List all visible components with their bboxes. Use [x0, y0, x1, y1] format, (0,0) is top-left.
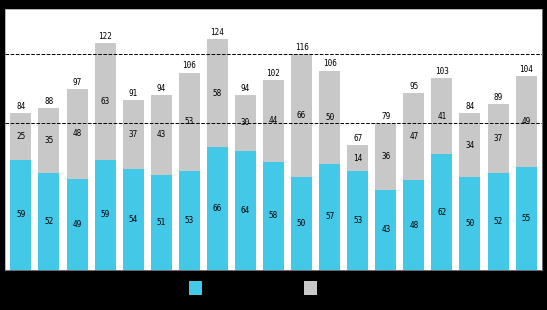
Text: 25: 25 — [16, 132, 26, 141]
Text: 79: 79 — [381, 112, 391, 121]
Text: 58: 58 — [269, 211, 278, 220]
Text: 50: 50 — [325, 113, 334, 122]
Bar — [235, 95, 256, 151]
Text: 48: 48 — [72, 129, 82, 139]
Bar — [207, 147, 228, 270]
Bar — [459, 177, 480, 270]
Text: 84: 84 — [465, 102, 475, 111]
Bar — [516, 167, 537, 270]
Text: 106: 106 — [182, 61, 196, 70]
Bar — [516, 76, 537, 167]
Text: 53: 53 — [185, 117, 194, 126]
Text: 44: 44 — [269, 116, 278, 126]
Text: 41: 41 — [437, 112, 446, 121]
Text: 84: 84 — [16, 102, 26, 111]
Bar — [235, 151, 256, 270]
Bar — [67, 179, 88, 270]
Text: 64: 64 — [241, 206, 250, 215]
Text: 48: 48 — [409, 220, 418, 230]
Text: 47: 47 — [409, 132, 418, 141]
Text: 30: 30 — [241, 118, 250, 127]
Text: 52: 52 — [44, 217, 54, 226]
Text: 37: 37 — [129, 130, 138, 140]
Text: 52: 52 — [493, 217, 503, 226]
Bar — [432, 154, 452, 270]
Bar — [403, 180, 424, 270]
Bar — [95, 160, 115, 270]
Bar — [151, 175, 172, 270]
Bar — [487, 173, 509, 270]
Text: 53: 53 — [185, 216, 194, 225]
Text: 104: 104 — [519, 65, 533, 74]
Text: 94: 94 — [156, 84, 166, 93]
Text: 59: 59 — [16, 210, 26, 219]
Text: 50: 50 — [297, 219, 306, 228]
Bar — [347, 171, 368, 270]
Bar — [95, 43, 115, 160]
Bar — [38, 173, 60, 270]
Text: 34: 34 — [465, 140, 475, 150]
Text: 35: 35 — [44, 136, 54, 145]
Text: 43: 43 — [156, 130, 166, 140]
Text: 97: 97 — [72, 78, 82, 87]
Text: 37: 37 — [493, 134, 503, 143]
Text: 36: 36 — [381, 152, 391, 161]
Text: 91: 91 — [129, 89, 138, 98]
Bar — [67, 89, 88, 179]
Bar — [319, 164, 340, 270]
Text: 102: 102 — [266, 69, 281, 78]
Bar — [38, 108, 60, 173]
Text: 124: 124 — [211, 28, 224, 37]
Text: 116: 116 — [295, 43, 309, 52]
Text: 14: 14 — [353, 153, 362, 163]
Text: 88: 88 — [44, 97, 54, 106]
Text: 94: 94 — [241, 84, 250, 93]
Bar — [263, 80, 284, 162]
Bar — [319, 71, 340, 164]
Text: 89: 89 — [493, 93, 503, 102]
Bar — [263, 162, 284, 270]
Bar — [375, 190, 396, 270]
Text: 103: 103 — [435, 67, 449, 76]
Bar — [291, 54, 312, 177]
Bar — [179, 73, 200, 171]
Bar — [291, 177, 312, 270]
Bar — [123, 169, 144, 270]
Text: 50: 50 — [465, 219, 475, 228]
Text: 57: 57 — [325, 212, 334, 221]
Bar — [123, 100, 144, 169]
Bar — [403, 93, 424, 180]
Text: 63: 63 — [101, 97, 110, 106]
Text: 59: 59 — [101, 210, 110, 219]
Bar — [459, 113, 480, 177]
Text: 122: 122 — [98, 32, 112, 41]
Text: 53: 53 — [353, 216, 362, 225]
Text: 66: 66 — [213, 204, 222, 213]
Text: 106: 106 — [323, 60, 336, 69]
Text: 62: 62 — [437, 207, 446, 217]
Bar — [151, 95, 172, 175]
Bar — [10, 160, 31, 270]
Bar — [432, 78, 452, 154]
Text: 95: 95 — [409, 82, 418, 91]
Text: 67: 67 — [353, 134, 362, 143]
Bar — [487, 104, 509, 173]
Text: 49: 49 — [72, 219, 82, 229]
Text: 49: 49 — [521, 117, 531, 126]
Text: 55: 55 — [521, 214, 531, 223]
Text: 54: 54 — [129, 215, 138, 224]
Text: 66: 66 — [297, 111, 306, 120]
Bar — [10, 113, 31, 160]
Bar — [207, 39, 228, 147]
Bar — [179, 171, 200, 270]
Text: 43: 43 — [381, 225, 391, 234]
Text: 58: 58 — [213, 88, 222, 98]
Bar — [347, 145, 368, 171]
Text: 51: 51 — [156, 218, 166, 227]
Bar — [375, 123, 396, 190]
